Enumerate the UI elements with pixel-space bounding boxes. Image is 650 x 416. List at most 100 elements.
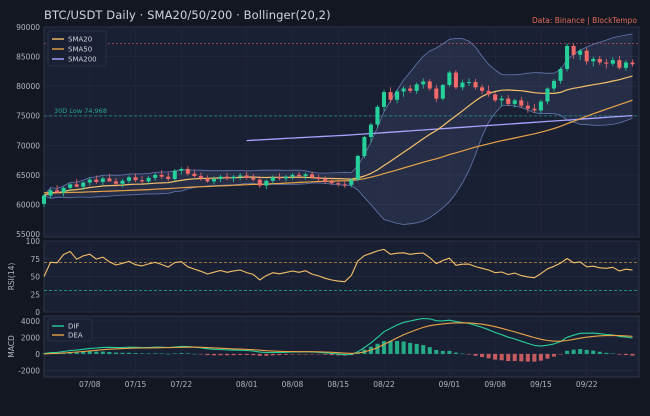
rsi-line (43, 248, 633, 283)
macd-histogram-bar (421, 345, 426, 354)
macd-histogram-bar (408, 342, 413, 354)
macd-histogram-bar (499, 353, 504, 361)
macd-histogram-bar (395, 340, 400, 354)
macd-histogram-bar (480, 353, 485, 358)
macd-histogram-bar (591, 350, 596, 354)
macd-histogram-bar (192, 353, 197, 355)
candle-body (133, 177, 138, 181)
macd-histogram-bar (558, 353, 563, 355)
price-legend-box (47, 30, 107, 67)
candle-body (270, 177, 275, 181)
candle-body (408, 88, 413, 91)
bollinger-band-fill (44, 33, 633, 225)
candle-body (205, 178, 210, 182)
candle-body (277, 177, 282, 179)
x-tick-label: 09/01 (439, 380, 461, 389)
candle-body (486, 90, 491, 95)
macd-histogram-bar (381, 341, 387, 354)
macd-histogram-bar (303, 353, 308, 355)
candle-body (323, 179, 328, 182)
macd-histogram-bar (81, 351, 86, 354)
candle-body (257, 179, 262, 186)
rsi-panel-y-tick-label: 50 (30, 273, 40, 282)
macd-histogram-bar (251, 353, 256, 356)
candle-body (218, 176, 223, 180)
macd-histogram-bar (473, 353, 478, 356)
macd-histogram-bar (597, 351, 602, 354)
candle-body (427, 81, 432, 89)
macd-histogram-bar (166, 353, 171, 355)
candle-body (453, 72, 458, 88)
macd-panel-y-tick-label: -2000 (18, 366, 40, 375)
candle-body (362, 137, 367, 156)
price-panel-y-tick-label: 70000 (16, 141, 40, 150)
candle-body (480, 87, 485, 91)
candle-body (264, 180, 269, 186)
candle-body (303, 174, 308, 177)
candle-body (381, 92, 387, 107)
legend-label-sma200: SMA200 (68, 56, 97, 64)
candle-body (140, 180, 145, 182)
macd-histogram-bar (545, 353, 550, 359)
macd-histogram-bar (434, 349, 439, 354)
candle-body (525, 105, 530, 109)
candle-body (591, 58, 596, 62)
candle-body (355, 155, 360, 180)
candle-body (493, 94, 498, 101)
candle-body (185, 168, 190, 174)
macd-histogram-bar (133, 353, 138, 354)
macd-histogram-bar (296, 353, 302, 355)
candle-body (48, 190, 53, 196)
x-tick-label: 09/22 (576, 380, 598, 389)
macd-histogram-bar (623, 353, 628, 356)
legend-label-dif: DIF (68, 323, 79, 331)
macd-histogram-bar (100, 351, 105, 354)
rsi-panel-y-tick-label: 25 (30, 290, 40, 299)
macd-histogram-bar (447, 350, 452, 354)
candle-body (153, 174, 158, 178)
candle-body (316, 177, 321, 180)
candle-body (395, 91, 400, 100)
macd-histogram-bar (159, 353, 164, 354)
legend-label-sma50: SMA50 (68, 46, 92, 54)
macd-histogram-bar (270, 353, 275, 356)
macd-histogram-bar (126, 352, 132, 354)
candle-body (630, 62, 635, 65)
candle-body (120, 180, 125, 184)
macd-panel-y-tick-label: 4000 (21, 317, 40, 326)
macd-axis-label: MACD (7, 335, 16, 358)
candle-body (368, 124, 373, 138)
macd-histogram-bar (565, 350, 570, 354)
price-panel-y-tick-label: 85000 (16, 53, 40, 62)
macd-histogram-bar (283, 353, 288, 355)
macd-histogram-bar (427, 347, 432, 354)
candle-body (434, 88, 439, 99)
candle-body (558, 69, 563, 81)
macd-histogram-bar (257, 353, 262, 356)
x-tick-label: 08/15 (327, 380, 349, 389)
macd-histogram-bar (218, 353, 223, 356)
candle-body (336, 183, 341, 185)
candle-body (473, 82, 478, 88)
macd-histogram-bar (388, 341, 393, 354)
candle-body (545, 88, 550, 102)
macd-histogram-bar (290, 353, 295, 355)
macd-histogram-bar (610, 353, 615, 354)
candle-body (342, 184, 347, 186)
candle-body (532, 108, 537, 111)
candle-body (551, 80, 557, 89)
macd-histogram-bar (538, 353, 543, 361)
candle-body (55, 190, 60, 193)
candle-body (251, 177, 256, 180)
sma20-line (43, 75, 633, 197)
macd-histogram-bar (140, 353, 145, 355)
macd-histogram-bar (323, 353, 328, 355)
x-tick-label: 08/22 (373, 380, 395, 389)
candle-body (623, 62, 628, 68)
macd-histogram-bar (94, 351, 99, 354)
candle-body (211, 179, 217, 182)
macd-histogram-bar (493, 353, 498, 360)
candle-body (466, 82, 472, 84)
